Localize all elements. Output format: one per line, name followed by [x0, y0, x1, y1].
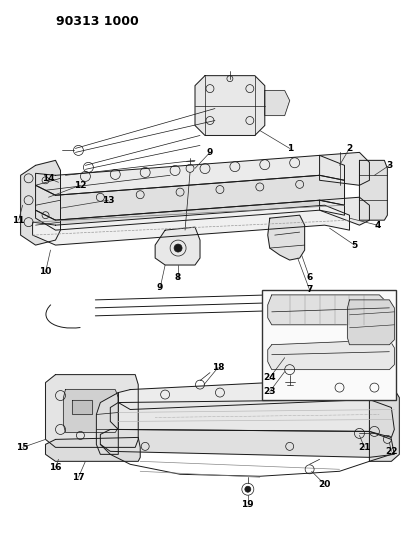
Polygon shape: [100, 430, 393, 457]
Polygon shape: [63, 390, 118, 432]
Polygon shape: [267, 340, 393, 370]
Polygon shape: [45, 438, 140, 462]
Text: 2: 2: [346, 144, 352, 153]
Polygon shape: [118, 377, 390, 409]
Text: 6: 6: [306, 273, 312, 282]
Text: 24: 24: [263, 373, 275, 382]
Polygon shape: [35, 200, 344, 230]
Text: 9: 9: [156, 284, 163, 293]
Text: 7: 7: [306, 285, 312, 294]
Text: 11: 11: [12, 216, 25, 225]
Circle shape: [174, 244, 182, 252]
Polygon shape: [358, 160, 387, 220]
Polygon shape: [35, 175, 344, 220]
Text: 17: 17: [72, 473, 85, 482]
Text: 1: 1: [286, 144, 292, 153]
Circle shape: [244, 486, 250, 492]
Polygon shape: [267, 215, 304, 260]
Text: 4: 4: [373, 221, 380, 230]
Text: 90313 1000: 90313 1000: [55, 15, 138, 28]
Polygon shape: [32, 205, 348, 245]
Polygon shape: [45, 375, 138, 447]
Text: 14: 14: [42, 174, 55, 183]
Polygon shape: [20, 160, 60, 245]
Text: 8: 8: [174, 273, 181, 282]
Text: 19: 19: [241, 499, 253, 508]
Text: 9: 9: [206, 148, 213, 157]
Polygon shape: [194, 76, 264, 135]
Polygon shape: [319, 152, 369, 185]
Polygon shape: [155, 227, 200, 265]
Text: 12: 12: [74, 181, 87, 190]
Text: 13: 13: [102, 196, 114, 205]
Text: 23: 23: [263, 387, 275, 396]
Text: 21: 21: [357, 443, 370, 452]
Text: 15: 15: [16, 443, 29, 452]
Polygon shape: [96, 393, 118, 454]
Text: 3: 3: [385, 161, 391, 170]
Polygon shape: [35, 156, 344, 195]
Text: 10: 10: [39, 268, 52, 277]
Text: 22: 22: [384, 447, 397, 456]
Polygon shape: [319, 197, 369, 225]
Polygon shape: [346, 300, 393, 345]
Polygon shape: [369, 377, 398, 462]
Text: 20: 20: [318, 480, 330, 489]
Polygon shape: [72, 400, 92, 415]
Bar: [261, 290, 395, 400]
Text: 16: 16: [49, 463, 62, 472]
Polygon shape: [110, 400, 393, 438]
Text: 18: 18: [211, 363, 224, 372]
Polygon shape: [267, 295, 389, 325]
Polygon shape: [264, 91, 289, 116]
Text: 5: 5: [350, 240, 357, 249]
